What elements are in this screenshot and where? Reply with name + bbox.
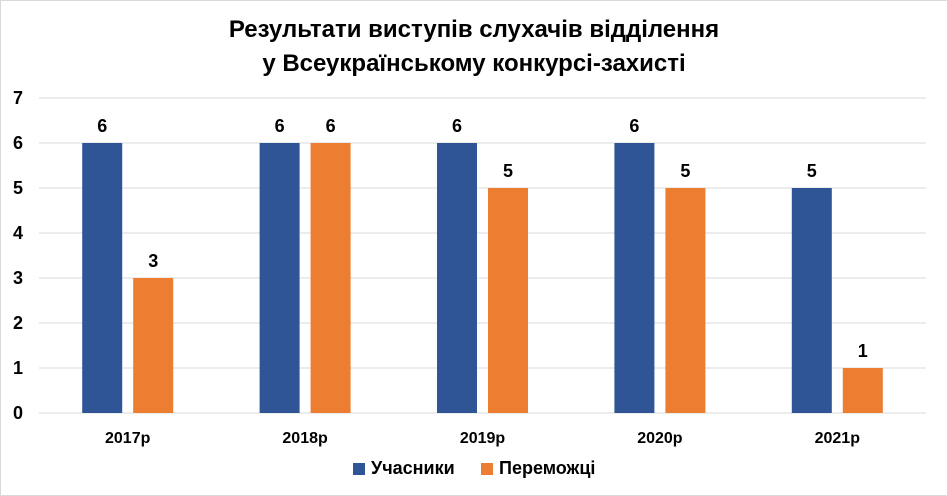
data-labels: 6 3 6 6 6 5 6 5 5 1 (97, 116, 868, 361)
x-axis-categories: 2017р 2018р 2019р 2020р 2021р (105, 430, 860, 447)
legend-swatch (353, 463, 365, 475)
bar (665, 188, 706, 413)
x-category-label: 2021р (815, 430, 861, 447)
data-label: 6 (97, 116, 107, 136)
bar (82, 143, 123, 413)
bar (488, 188, 528, 413)
legend: Учасники Переможці (353, 458, 595, 478)
data-label: 5 (807, 161, 817, 181)
chart-title-line-1: Результати виступів слухачів відділення (229, 16, 719, 43)
data-label: 6 (452, 116, 462, 136)
y-tick-label: 2 (13, 313, 23, 333)
bar (791, 188, 832, 413)
bar (437, 143, 477, 413)
data-label: 6 (629, 116, 639, 136)
y-tick-label: 1 (13, 358, 23, 378)
data-label: 6 (275, 116, 285, 136)
x-category-label: 2017р (105, 430, 151, 447)
bars (82, 143, 883, 413)
x-category-label: 2019р (460, 430, 506, 447)
data-label: 1 (858, 341, 868, 361)
data-label: 6 (326, 116, 336, 136)
y-tick-label: 3 (13, 268, 23, 288)
legend-label: Учасники (371, 458, 455, 478)
data-label: 5 (680, 161, 690, 181)
y-axis-ticks: 0 1 2 3 4 5 6 7 (13, 88, 23, 423)
y-tick-label: 6 (13, 133, 23, 153)
data-label: 3 (148, 251, 158, 271)
bar (614, 143, 655, 413)
legend-swatch (481, 463, 493, 475)
data-label: 5 (503, 161, 513, 181)
bar (133, 278, 174, 413)
y-tick-label: 5 (13, 178, 23, 198)
gridlines (39, 97, 926, 414)
chart-title-line-2: у Всеукраїнському конкурсі-захисті (262, 50, 685, 77)
bar (310, 143, 351, 413)
y-tick-label: 4 (13, 223, 23, 243)
y-tick-label: 7 (13, 88, 23, 108)
bar (842, 368, 883, 413)
legend-label: Переможці (499, 458, 595, 478)
y-tick-label: 0 (13, 403, 23, 423)
x-category-label: 2018р (282, 430, 328, 447)
x-category-label: 2020р (637, 430, 683, 447)
bar (259, 143, 300, 413)
